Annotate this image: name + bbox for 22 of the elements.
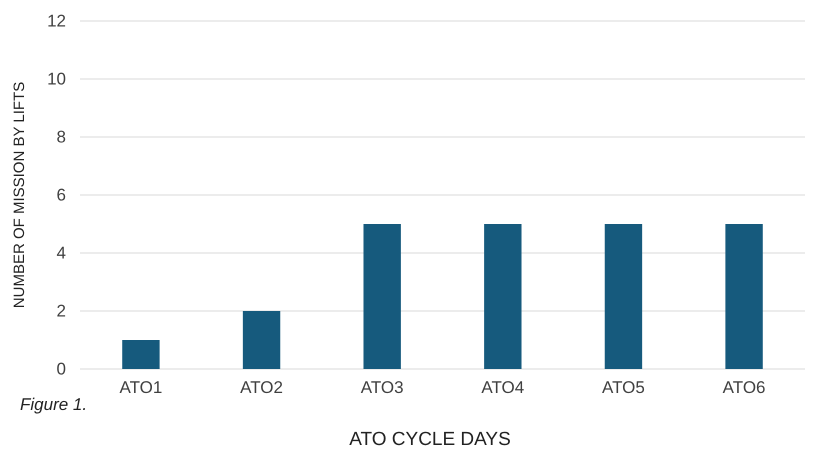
bar (725, 224, 763, 369)
x-tick-label: ATO3 (360, 378, 404, 398)
y-tick-label: 4 (56, 243, 66, 262)
y-tick-label: 8 (56, 127, 66, 146)
y-tick-label: 12 (47, 11, 66, 30)
bar (242, 311, 280, 369)
y-tick-label: 10 (47, 69, 66, 88)
y-tick-label: 6 (56, 185, 66, 204)
x-tick-label: ATO1 (119, 378, 162, 398)
bar (604, 224, 642, 369)
caption: Figure 1. (20, 395, 88, 414)
x-tick-label: ATO6 (722, 378, 766, 398)
y-tick-label: 2 (56, 301, 66, 320)
y-axis-title: NUMBER OF MISSION BY LIFTS (11, 82, 28, 308)
bar (363, 224, 401, 369)
bar (484, 224, 522, 369)
x-tick-label: ATO5 (602, 378, 645, 398)
x-tick-label: ATO2 (240, 378, 283, 398)
y-tick-label: 0 (56, 359, 66, 378)
x-tick-label: ATO4 (481, 378, 524, 398)
bar (122, 340, 160, 369)
x-axis-title: ATO CYCLE DAYS (349, 429, 511, 450)
